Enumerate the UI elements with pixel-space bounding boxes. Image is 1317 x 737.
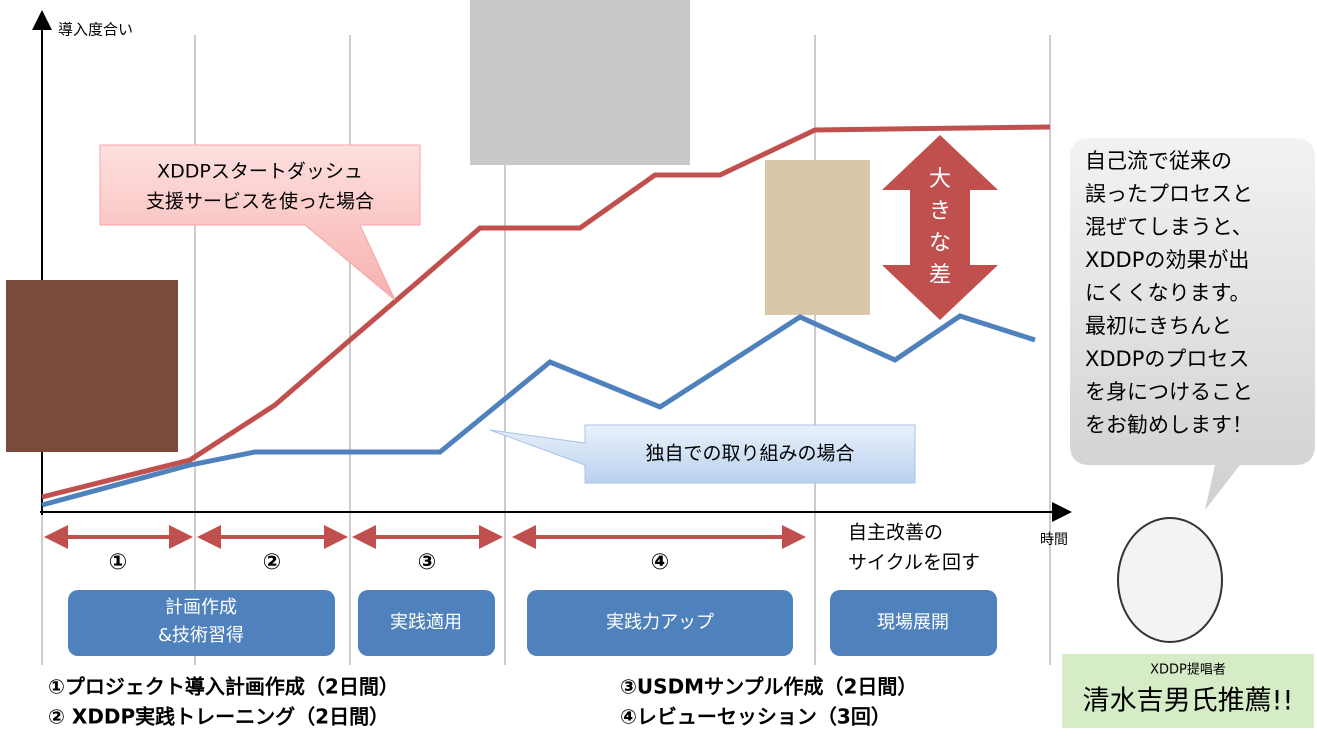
note: ③USDMサンプル作成（2日間） [620,675,917,699]
phase5-text: 自主改善の [848,522,943,544]
gap-text: き [929,199,951,224]
bubble-text: XDDPのプロセス [1085,347,1249,371]
x-axis-label: 時間 [1040,532,1068,548]
bubble-text: を身につけること [1085,380,1253,404]
endorser-name: 清水吉男氏推薦!! [1083,686,1294,717]
photo-start [6,280,178,452]
bubble-text: をお勧めします！ [1085,413,1253,437]
phase-number: ④ [651,550,670,575]
bubble-text: にくくなります。 [1085,281,1250,305]
box-text: &技術習得 [158,625,244,646]
box-text: 計画作成 [165,597,237,618]
bubble-text: 誤ったプロセスと [1085,182,1253,206]
gap-text: 大 [929,167,951,192]
callout-text: 支援サービスを使った場合 [146,191,374,213]
bubble-text: 自己流で従来の [1085,149,1232,173]
bubble-text: 混ぜてしまうと、 [1085,215,1253,239]
phase-number: ① [109,550,128,575]
portrait [1118,518,1222,642]
phase-number: ② [263,550,282,575]
box-text: 現場展開 [877,612,949,633]
gap-text: 差 [929,263,951,288]
callout-text: 独自での取り組みの場合 [645,443,854,465]
callout-text: XDDPスタートダッシュ [157,161,363,183]
slide: 導入度合い 時間 XDDPスタートダッシュ 支援サービスを使った場合 独自での取… [0,0,1317,733]
bubble-text: 最初にきちんと [1085,314,1232,338]
bubble-text: XDDPの効果が出 [1085,248,1249,272]
photo-exercise [765,160,870,315]
gap-text: な [929,231,951,256]
photo-runner [470,0,690,165]
note: ② XDDP実践トレーニング（2日間） [48,705,389,729]
y-axis-label: 導入度合い [58,21,133,39]
phase5-text: サイクルを回す [848,552,980,574]
note: ①プロジェクト導入計画作成（2日間） [48,675,399,699]
phase-number: ③ [418,550,437,575]
box-text: 実践適用 [390,612,462,633]
endorser-role: XDDP提唱者 [1150,662,1226,678]
gap-arrow [882,135,998,320]
note: ④レビューセッション（3回） [620,705,891,729]
box-text: 実践力アップ [606,612,714,633]
